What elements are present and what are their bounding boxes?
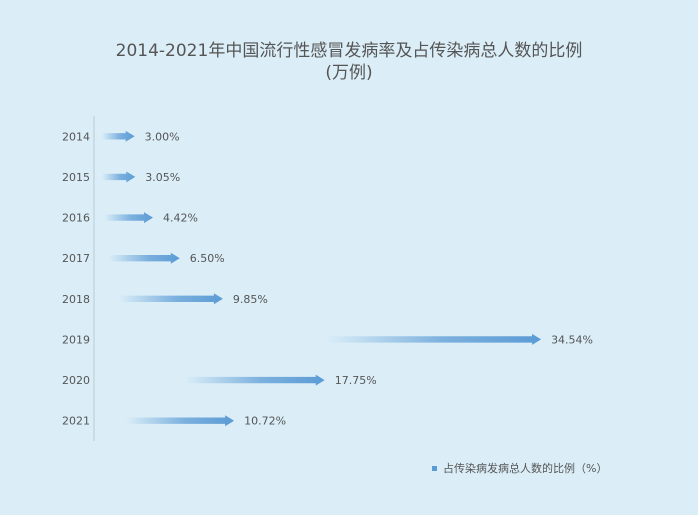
y-tick-label: 2020 (62, 374, 90, 387)
legend: 占传染病发病总人数的比例（%） (432, 460, 607, 476)
chart-title-line2: (万例) (325, 63, 373, 83)
data-label: 4.42% (163, 212, 198, 225)
y-tick-label: 2018 (62, 293, 90, 306)
legend-swatch (432, 465, 437, 471)
chart-title-line1: 2014-2021年中国流行性感冒发病率及占传染病总人数的比例 (115, 41, 583, 61)
y-tick-label: 2016 (62, 212, 90, 225)
bar-2015 (101, 171, 136, 183)
bar-2016 (104, 212, 153, 224)
data-label: 9.85% (233, 293, 268, 306)
y-tick-label: 2015 (62, 171, 90, 184)
bar-2019 (325, 333, 542, 345)
data-label: 6.50% (190, 252, 225, 265)
data-label: 3.05% (145, 171, 180, 184)
y-tick-label: 2014 (62, 130, 90, 143)
bar-2014 (101, 130, 135, 142)
y-tick-label: 2019 (62, 333, 90, 346)
chart-title: 2014-2021年中国流行性感冒发病率及占传染病总人数的比例 (万例) (0, 40, 698, 84)
data-label: 10.72% (244, 415, 286, 428)
legend-label: 占传染病发病总人数的比例（%） (443, 462, 608, 475)
data-label: 34.54% (551, 333, 593, 346)
bar-2018 (118, 293, 223, 305)
bar-2017 (108, 252, 180, 264)
data-label: 17.75% (335, 374, 377, 387)
bar-2020 (184, 374, 325, 386)
data-label: 3.00% (145, 130, 180, 143)
bar-2021 (125, 415, 235, 427)
y-tick-label: 2021 (62, 415, 90, 428)
y-tick-label: 2017 (62, 252, 90, 265)
